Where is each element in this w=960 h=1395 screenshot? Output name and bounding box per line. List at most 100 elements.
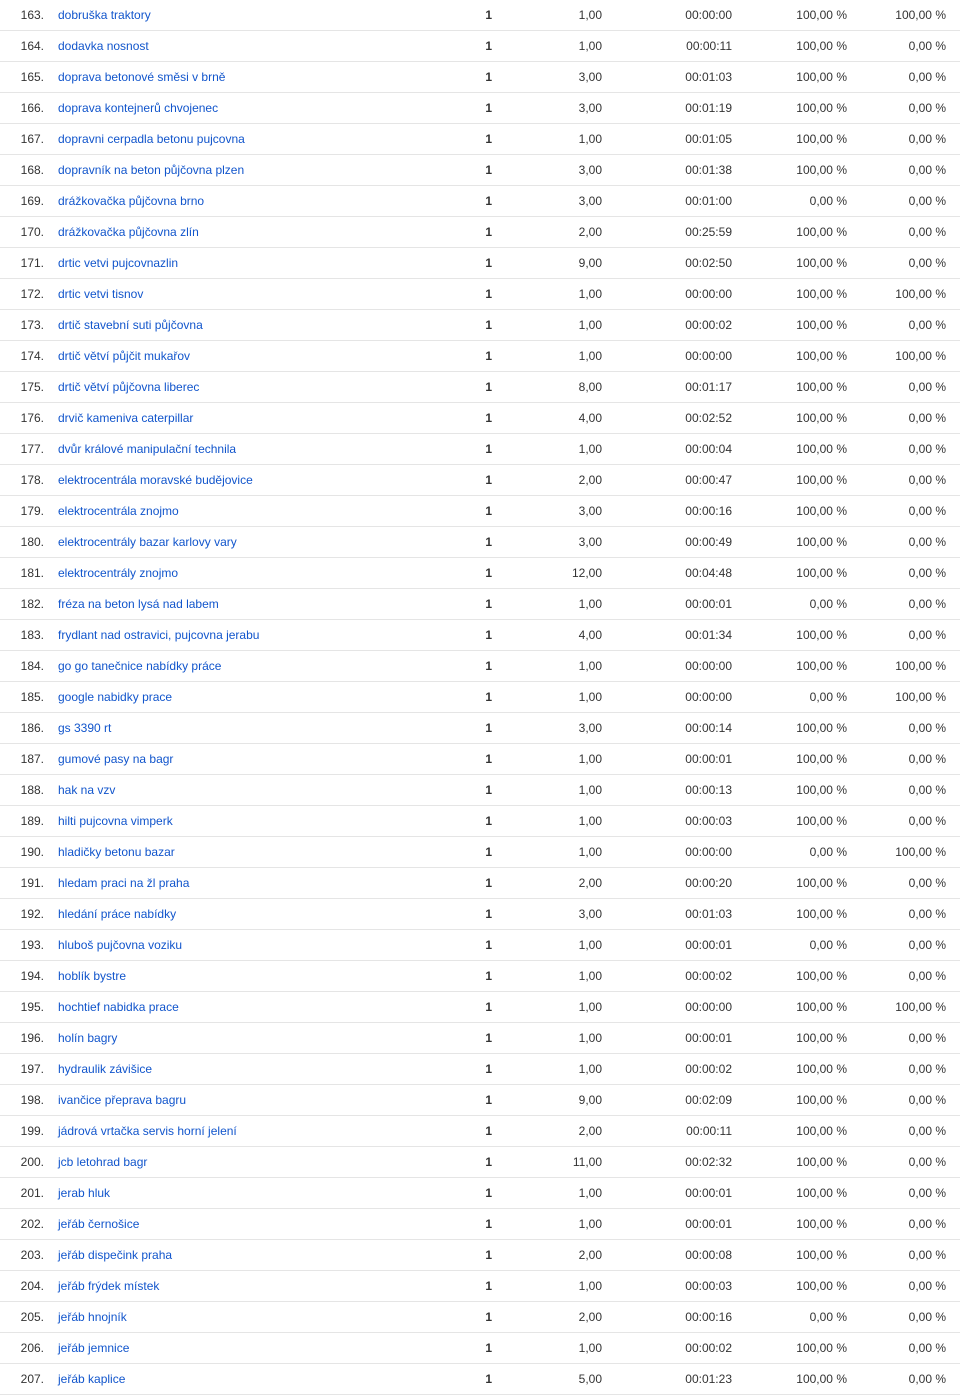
keyword-link[interactable]: hledam praci na žl praha [58,876,189,890]
keyword-link[interactable]: elektrocentrály znojmo [58,566,178,580]
duration-cell: 00:00:00 [608,0,738,31]
rank-cell: 181. [0,558,48,589]
keyword-link[interactable]: doprava betonové směsi v brně [58,70,225,84]
pages-cell: 1,00 [498,837,608,868]
keyword-link[interactable]: elektrocentrála moravské budějovice [58,473,253,487]
table-row: 197.hydraulik závišice11,0000:00:02100,0… [0,1054,960,1085]
duration-cell: 00:00:04 [608,434,738,465]
duration-cell: 00:02:09 [608,1085,738,1116]
duration-cell: 00:01:03 [608,899,738,930]
keyword-link[interactable]: hluboš pujčovna voziku [58,938,182,952]
table-row: 169.drážkovačka půjčovna brno13,0000:01:… [0,186,960,217]
keyword-link[interactable]: drážkovačka půjčovna brno [58,194,204,208]
duration-cell: 00:00:11 [608,31,738,62]
bounce-cell: 0,00 % [853,62,960,93]
keyword-link[interactable]: dopravník na beton půjčovna plzen [58,163,244,177]
keyword-cell: jcb letohrad bagr [48,1147,418,1178]
keyword-link[interactable]: dodavka nosnost [58,39,149,53]
pct-new-cell: 100,00 % [738,279,853,310]
keyword-link[interactable]: elektrocentrála znojmo [58,504,179,518]
keyword-link[interactable]: doprava kontejnerů chvojenec [58,101,218,115]
pages-cell: 2,00 [498,465,608,496]
keyword-link[interactable]: drtic vetvi tisnov [58,287,143,301]
keyword-link[interactable]: hochtief nabidka prace [58,1000,179,1014]
rank-cell: 180. [0,527,48,558]
table-row: 184.go go tanečnice nabídky práce11,0000… [0,651,960,682]
pages-cell: 4,00 [498,620,608,651]
keyword-link[interactable]: hak na vzv [58,783,115,797]
keyword-link[interactable]: jcb letohrad bagr [58,1155,147,1169]
keyword-link[interactable]: hilti pujcovna vimperk [58,814,173,828]
bounce-cell: 0,00 % [853,93,960,124]
visits-cell: 1 [418,806,498,837]
keyword-cell: google nabidky prace [48,682,418,713]
pages-cell: 2,00 [498,868,608,899]
keyword-cell: ivančice přeprava bagru [48,1085,418,1116]
visits-cell: 1 [418,1116,498,1147]
keyword-link[interactable]: dvůr králové manipulační technila [58,442,236,456]
keyword-link[interactable]: jeřáb kaplice [58,1372,125,1386]
bounce-cell: 0,00 % [853,1364,960,1395]
keyword-link[interactable]: google nabidky prace [58,690,172,704]
keyword-cell: fréza na beton lysá nad labem [48,589,418,620]
pct-new-cell: 100,00 % [738,465,853,496]
table-row: 199.jádrová vrtačka servis horní jelení1… [0,1116,960,1147]
keyword-link[interactable]: drtič větví půjčovna liberec [58,380,199,394]
keyword-link[interactable]: go go tanečnice nabídky práce [58,659,221,673]
duration-cell: 00:00:02 [608,1333,738,1364]
visits-cell: 1 [418,248,498,279]
visits-cell: 1 [418,0,498,31]
table-row: 185.google nabidky prace11,0000:00:000,0… [0,682,960,713]
pages-cell: 3,00 [498,713,608,744]
keyword-link[interactable]: drvič kameniva caterpillar [58,411,193,425]
keyword-cell: jeřáb černošice [48,1209,418,1240]
keyword-link[interactable]: hydraulik závišice [58,1062,152,1076]
keyword-link[interactable]: fréza na beton lysá nad labem [58,597,219,611]
rank-cell: 206. [0,1333,48,1364]
rank-cell: 187. [0,744,48,775]
table-row: 196.holín bagry11,0000:00:01100,00 %0,00… [0,1023,960,1054]
visits-cell: 1 [418,1178,498,1209]
keyword-link[interactable]: gs 3390 rt [58,721,111,735]
keyword-cell: drážkovačka půjčovna zlín [48,217,418,248]
pages-cell: 1,00 [498,682,608,713]
bounce-cell: 0,00 % [853,248,960,279]
keyword-link[interactable]: jeřáb jemnice [58,1341,129,1355]
keyword-cell: drtic vetvi tisnov [48,279,418,310]
keyword-link[interactable]: jádrová vrtačka servis horní jelení [58,1124,237,1138]
table-row: 165.doprava betonové směsi v brně13,0000… [0,62,960,93]
keyword-link[interactable]: drtic vetvi pujcovnazlin [58,256,178,270]
pct-new-cell: 100,00 % [738,527,853,558]
visits-cell: 1 [418,775,498,806]
keyword-link[interactable]: hladičky betonu bazar [58,845,175,859]
keyword-cell: drvič kameniva caterpillar [48,403,418,434]
keyword-link[interactable]: dopravni cerpadla betonu pujcovna [58,132,245,146]
keyword-link[interactable]: jeřáb černošice [58,1217,139,1231]
table-row: 168.dopravník na beton půjčovna plzen13,… [0,155,960,186]
keyword-link[interactable]: hledání práce nabídky [58,907,176,921]
keyword-link[interactable]: drtič stavební suti půjčovna [58,318,203,332]
bounce-cell: 100,00 % [853,837,960,868]
pages-cell: 3,00 [498,62,608,93]
keyword-link[interactable]: gumové pasy na bagr [58,752,173,766]
keyword-cell: hledam praci na žl praha [48,868,418,899]
keyword-link[interactable]: frydlant nad ostravici, pujcovna jerabu [58,628,259,642]
bounce-cell: 0,00 % [853,527,960,558]
keyword-link[interactable]: jeřáb frýdek místek [58,1279,159,1293]
visits-cell: 1 [418,186,498,217]
duration-cell: 00:00:00 [608,341,738,372]
bounce-cell: 0,00 % [853,1147,960,1178]
keyword-link[interactable]: jerab hluk [58,1186,110,1200]
keyword-link[interactable]: drážkovačka půjčovna zlín [58,225,199,239]
keyword-link[interactable]: jeřáb dispečink praha [58,1248,172,1262]
keyword-link[interactable]: drtič větví půjčit mukařov [58,349,190,363]
keyword-link[interactable]: ivančice přeprava bagru [58,1093,186,1107]
keyword-cell: hochtief nabidka prace [48,992,418,1023]
pct-new-cell: 100,00 % [738,744,853,775]
keyword-link[interactable]: elektrocentrály bazar karlovy vary [58,535,237,549]
keyword-link[interactable]: jeřáb hnojník [58,1310,127,1324]
keyword-link[interactable]: holín bagry [58,1031,117,1045]
keyword-link[interactable]: dobruška traktory [58,8,151,22]
keyword-link[interactable]: hoblík bystre [58,969,126,983]
rank-cell: 189. [0,806,48,837]
